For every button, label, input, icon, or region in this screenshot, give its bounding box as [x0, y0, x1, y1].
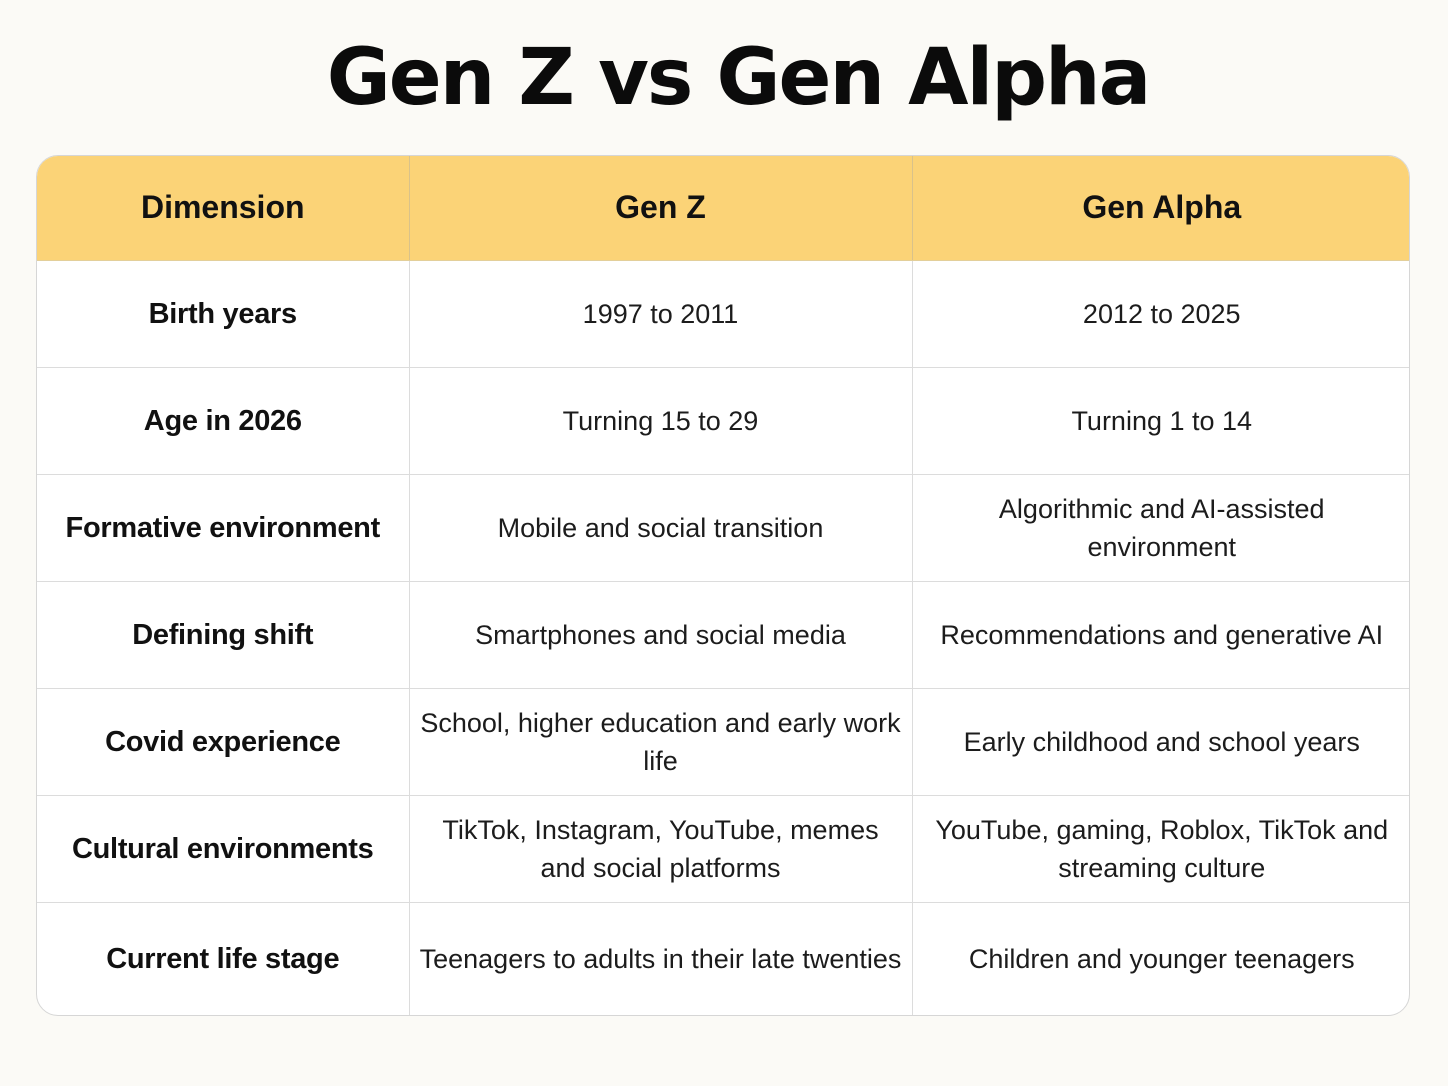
table-row: Covid experience School, higher educatio… [37, 688, 1409, 796]
gen-z-cell: TikTok, Instagram, YouTube, memes and so… [408, 795, 912, 903]
table-row: Birth years 1997 to 2011 2012 to 2025 [37, 260, 1409, 368]
gen-alpha-cell: Algorithmic and AI-assisted environment [911, 473, 1409, 582]
row-label: Formative environment [37, 473, 409, 582]
table-row: Cultural environments TikTok, Instagram,… [37, 795, 1409, 903]
gen-alpha-cell: Children and younger teenagers [911, 902, 1409, 1015]
page-title: Gen Z vs Gen Alpha [326, 33, 1151, 123]
row-label: Defining shift [37, 580, 409, 689]
table-header-row: Dimension Gen Z Gen Alpha [37, 156, 1409, 261]
comparison-table: Dimension Gen Z Gen Alpha Birth years 19… [36, 155, 1410, 1016]
gen-alpha-cell: 2012 to 2025 [911, 260, 1409, 368]
table-row: Formative environment Mobile and social … [37, 473, 1409, 582]
row-label: Cultural environments [37, 795, 409, 903]
gen-z-cell: Smartphones and social media [408, 580, 912, 689]
header-gen-z: Gen Z [408, 156, 912, 261]
gen-alpha-cell: Early childhood and school years [911, 688, 1409, 796]
header-dimension: Dimension [37, 156, 409, 261]
gen-alpha-cell: Turning 1 to 14 [911, 366, 1409, 475]
gen-alpha-cell: YouTube, gaming, Roblox, TikTok and stre… [911, 795, 1409, 903]
row-label: Covid experience [37, 688, 409, 796]
gen-z-cell: Teenagers to adults in their late twenti… [408, 902, 912, 1015]
table-row: Current life stage Teenagers to adults i… [37, 902, 1409, 1015]
gen-alpha-cell: Recommendations and generative AI [911, 580, 1409, 689]
row-label: Age in 2026 [37, 366, 409, 475]
gen-z-cell: Turning 15 to 29 [408, 366, 912, 475]
row-label: Current life stage [37, 902, 409, 1015]
table-row: Age in 2026 Turning 15 to 29 Turning 1 t… [37, 366, 1409, 475]
header-gen-alpha: Gen Alpha [911, 156, 1409, 261]
gen-z-cell: 1997 to 2011 [408, 260, 912, 368]
row-label: Birth years [148, 297, 298, 330]
gen-z-cell: School, higher education and early work … [408, 688, 912, 796]
gen-z-cell: Mobile and social transition [408, 473, 912, 582]
table-row: Defining shift Smartphones and social me… [37, 580, 1409, 689]
